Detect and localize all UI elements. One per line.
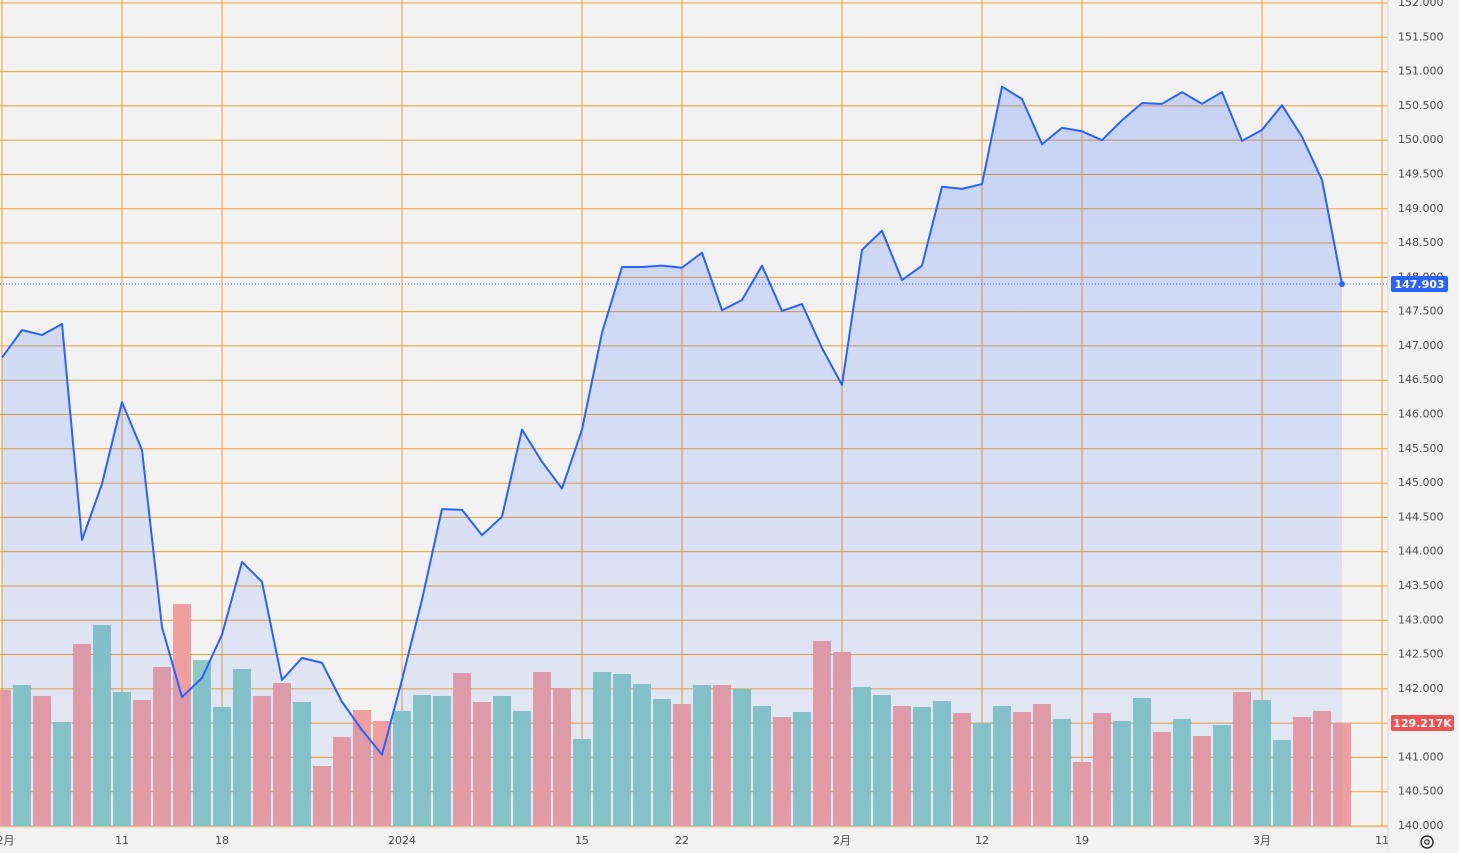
x-tick-label: 12	[975, 834, 989, 847]
x-tick-label: 12月	[0, 834, 15, 847]
y-tick-label: 143.000	[1398, 613, 1444, 626]
y-tick-label: 145.000	[1398, 476, 1444, 489]
y-tick-label: 151.000	[1398, 65, 1444, 78]
y-tick-label: 147.000	[1398, 339, 1444, 352]
x-tick-label: 2024	[388, 834, 416, 847]
y-tick-label: 140.000	[1398, 819, 1444, 832]
volume-tag-label: 129.217K	[1393, 717, 1452, 730]
gear-outer[interactable]	[1420, 835, 1434, 849]
y-tick-label: 151.500	[1398, 30, 1444, 43]
y-tick-label: 141.000	[1398, 750, 1444, 763]
price-tag	[1391, 275, 1448, 292]
y-tick-label: 150.500	[1398, 99, 1444, 112]
volume-tag	[1391, 714, 1454, 731]
y-tick-label: 148.500	[1398, 236, 1444, 249]
y-tick-label: 144.500	[1398, 510, 1444, 523]
settings-icon[interactable]	[1420, 835, 1434, 849]
y-tick-label: 143.500	[1398, 579, 1444, 592]
y-tick-label: 146.000	[1398, 408, 1444, 421]
y-tick-label: 140.500	[1398, 785, 1444, 798]
y-tick-label: 142.000	[1398, 682, 1444, 695]
y-tick-label: 144.000	[1398, 545, 1444, 558]
x-tick-label: 22	[675, 834, 689, 847]
last-price-dot	[1339, 280, 1345, 287]
x-tick-label: 19	[1075, 834, 1089, 847]
y-tick-label: 145.500	[1398, 442, 1444, 455]
y-tick-label: 142.500	[1398, 648, 1444, 661]
y-tick-label: 150.000	[1398, 133, 1444, 146]
x-tick-label: 11	[1375, 834, 1389, 847]
x-tick-label: 18	[215, 834, 229, 847]
gear-inner[interactable]	[1424, 839, 1430, 845]
x-tick-label: 11	[115, 834, 129, 847]
x-tick-label: 15	[575, 834, 589, 847]
y-tick-label: 147.500	[1398, 305, 1444, 318]
x-tick-label: 2月	[833, 834, 851, 847]
x-tick-label: 3月	[1253, 834, 1271, 847]
price-area	[2, 86, 1342, 826]
y-tick-label: 146.500	[1398, 373, 1444, 386]
y-tick-label: 152.000	[1398, 0, 1444, 9]
price-tag-label: 147.903	[1394, 278, 1444, 291]
price-layer	[0, 85, 1388, 826]
y-tick-label: 149.000	[1398, 202, 1444, 215]
y-tick-label: 149.500	[1398, 167, 1444, 180]
price-line	[1, 85, 1343, 756]
